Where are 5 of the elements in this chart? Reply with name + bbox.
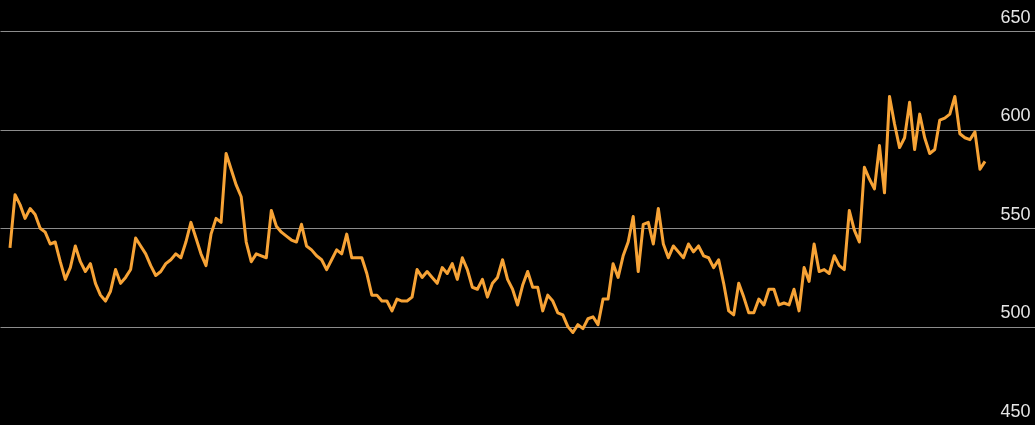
y-tick-label: 600 <box>1000 105 1031 126</box>
y-tick-label: 450 <box>1000 400 1031 421</box>
y-tick-label: 650 <box>1000 6 1031 27</box>
y-tick-label: 550 <box>1000 203 1031 224</box>
y-tick-label: 500 <box>1000 302 1031 323</box>
